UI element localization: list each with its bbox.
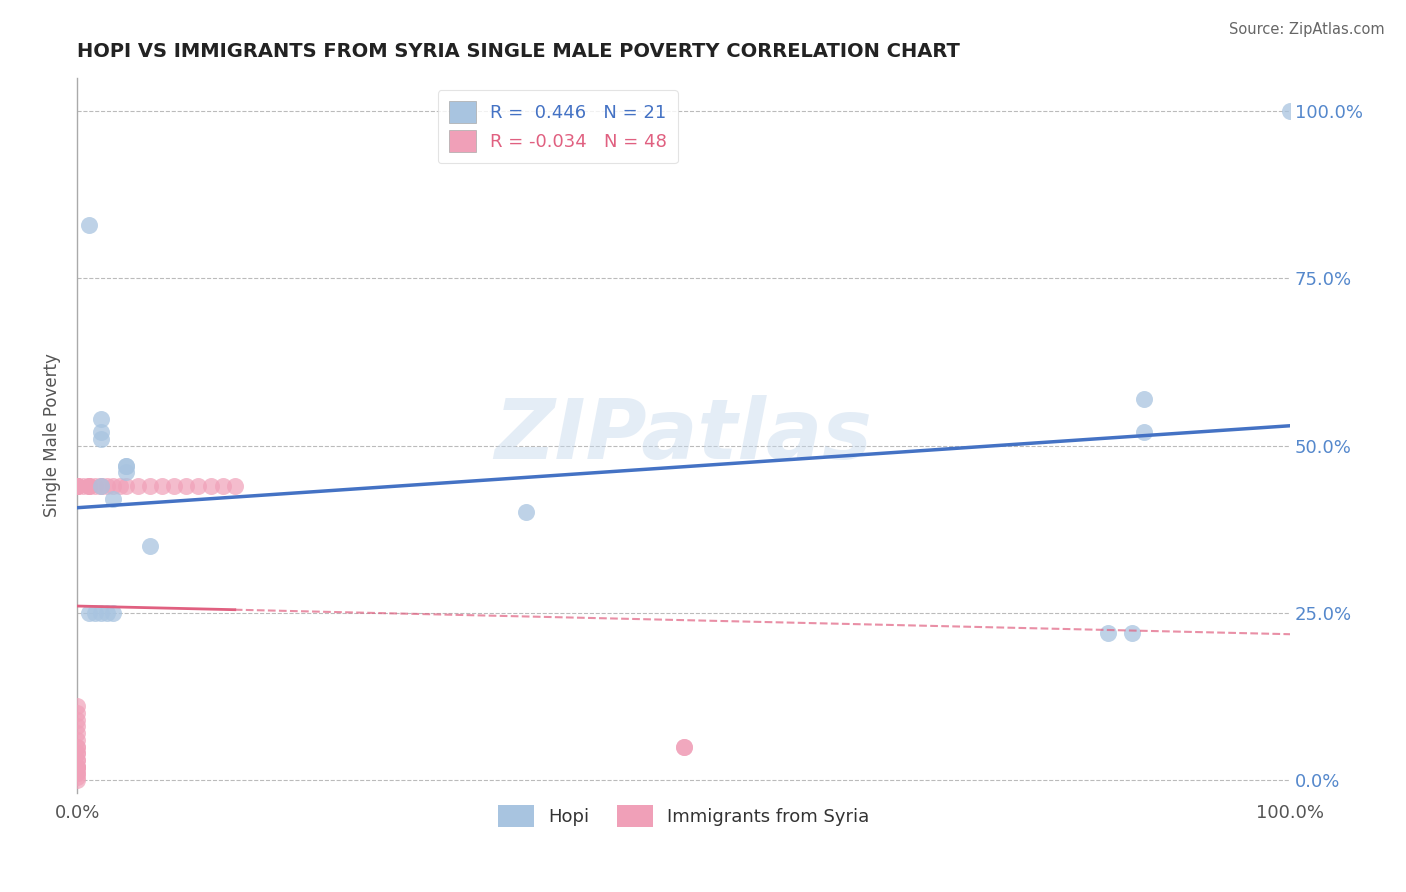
Text: ZIPatlas: ZIPatlas	[495, 395, 873, 476]
Point	[103, 491, 125, 506]
Point	[66, 759, 89, 773]
Point	[90, 478, 112, 492]
Point	[66, 713, 89, 727]
Point	[1133, 392, 1156, 406]
Point	[66, 726, 89, 740]
Point	[66, 478, 89, 492]
Point	[114, 458, 136, 473]
Point	[103, 478, 125, 492]
Point	[672, 739, 695, 754]
Point	[66, 759, 89, 773]
Point	[66, 746, 89, 760]
Point	[77, 218, 100, 232]
Point	[672, 739, 695, 754]
Point	[114, 478, 136, 492]
Point	[103, 606, 125, 620]
Point	[66, 478, 89, 492]
Point	[114, 465, 136, 479]
Point	[66, 478, 89, 492]
Point	[90, 478, 112, 492]
Point	[108, 478, 131, 492]
Point	[163, 478, 186, 492]
Point	[66, 732, 89, 747]
Point	[90, 411, 112, 425]
Point	[211, 478, 233, 492]
Point	[66, 759, 89, 773]
Point	[66, 719, 89, 733]
Point	[96, 478, 118, 492]
Point	[66, 706, 89, 720]
Point	[90, 606, 112, 620]
Point	[187, 478, 209, 492]
Point	[139, 478, 162, 492]
Point	[77, 478, 100, 492]
Point	[66, 746, 89, 760]
Point	[66, 478, 89, 492]
Point	[200, 478, 222, 492]
Point	[66, 766, 89, 780]
Point	[127, 478, 149, 492]
Point	[90, 425, 112, 439]
Point	[90, 478, 112, 492]
Point	[1279, 103, 1302, 118]
Point	[139, 539, 162, 553]
Point	[72, 478, 94, 492]
Point	[1121, 625, 1143, 640]
Legend: Hopi, Immigrants from Syria: Hopi, Immigrants from Syria	[491, 798, 876, 834]
Point	[224, 478, 246, 492]
Point	[150, 478, 173, 492]
Point	[90, 432, 112, 446]
Point	[66, 478, 89, 492]
Point	[66, 753, 89, 767]
Point	[66, 739, 89, 754]
Point	[84, 606, 107, 620]
Point	[66, 478, 89, 492]
Point	[1097, 625, 1119, 640]
Point	[66, 759, 89, 773]
Point	[114, 458, 136, 473]
Point	[66, 772, 89, 787]
Point	[1133, 425, 1156, 439]
Point	[66, 739, 89, 754]
Point	[96, 606, 118, 620]
Point	[77, 478, 100, 492]
Point	[77, 478, 100, 492]
Text: HOPI VS IMMIGRANTS FROM SYRIA SINGLE MALE POVERTY CORRELATION CHART: HOPI VS IMMIGRANTS FROM SYRIA SINGLE MAL…	[77, 42, 960, 61]
Text: Source: ZipAtlas.com: Source: ZipAtlas.com	[1229, 22, 1385, 37]
Point	[77, 606, 100, 620]
Point	[174, 478, 197, 492]
Point	[66, 766, 89, 780]
Point	[66, 770, 89, 784]
Point	[66, 699, 89, 714]
Point	[66, 753, 89, 767]
Point	[84, 478, 107, 492]
Point	[515, 505, 537, 519]
Y-axis label: Single Male Poverty: Single Male Poverty	[44, 353, 60, 517]
